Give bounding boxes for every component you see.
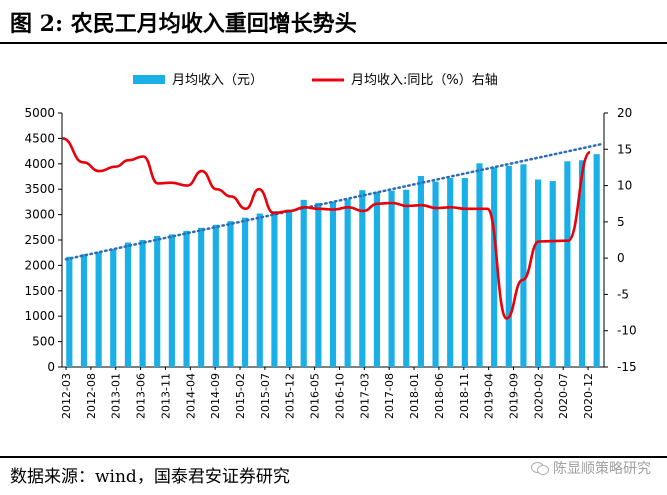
x-tick-label: 2014-04 — [184, 373, 197, 419]
bar — [212, 224, 219, 367]
x-tick-label: 2017-03 — [358, 373, 371, 419]
bar — [256, 213, 263, 367]
bar — [359, 190, 366, 367]
x-tick-label: 2013-06 — [135, 373, 148, 419]
bar — [549, 181, 556, 367]
bar — [520, 164, 527, 367]
bar — [80, 254, 88, 367]
bar — [564, 161, 571, 367]
legend-line-label: 月均收入:同比（%）右轴 — [351, 73, 498, 88]
left-tick-label: 5000 — [24, 106, 55, 120]
bar — [315, 202, 322, 367]
x-tick-label: 2018-01 — [408, 373, 421, 419]
bar — [285, 209, 293, 367]
bar — [242, 217, 249, 367]
figure-header: 图 2: 农民工月均收入重回增长势头 — [0, 0, 667, 44]
watermark-text: 陈显顺策略研究 — [553, 461, 651, 477]
x-tick-label: 2019-04 — [483, 373, 496, 419]
left-tick-label: 500 — [32, 335, 55, 349]
bar — [505, 165, 512, 367]
bar — [535, 179, 542, 367]
left-tick-label: 4500 — [24, 131, 55, 145]
bar — [183, 230, 190, 367]
bar — [168, 234, 175, 367]
trendline-layer — [64, 142, 604, 261]
right-tick-label: -15 — [617, 360, 637, 374]
x-tick-label: 2012-03 — [60, 373, 73, 419]
bar — [491, 167, 498, 367]
legend-bar-label: 月均收入（元） — [172, 73, 263, 88]
bar-series — [66, 154, 600, 367]
x-tick-label: 2020-07 — [557, 373, 570, 419]
bar — [198, 227, 205, 367]
left-tick-label: 4000 — [24, 157, 55, 171]
x-tick-label: 2019-09 — [507, 373, 520, 419]
source-note: 数据来源：wind，国泰君安证券研究 — [10, 467, 290, 487]
bottom-rule — [0, 456, 667, 458]
x-tick-label: 2020-02 — [532, 373, 545, 419]
left-tick-label: 3500 — [24, 182, 55, 196]
x-tick-label: 2016-05 — [309, 373, 322, 419]
x-tick-label: 2015-07 — [259, 373, 272, 419]
left-tick-label: 1000 — [24, 309, 55, 323]
x-tick-label: 2013-11 — [159, 373, 172, 419]
x-tick-label: 2017-08 — [383, 373, 396, 419]
x-tick-label: 2015-12 — [284, 373, 297, 419]
wechat-icon — [531, 461, 549, 475]
right-tick-label: -10 — [617, 324, 637, 338]
bar — [124, 242, 131, 367]
legend-bar-swatch — [133, 75, 165, 84]
bar — [432, 181, 439, 367]
bar — [578, 160, 586, 367]
bar — [110, 249, 117, 367]
bar — [66, 256, 73, 367]
x-tick-label: 2018-06 — [433, 373, 446, 419]
tick-labels: 0 500 1000 1500 2000 2500 3000 3500 4000 4500 5000… — [24, 106, 636, 419]
bar — [344, 199, 351, 367]
chart-legend: 月均收入（元） 月均收入:同比（%）右轴 — [133, 73, 498, 88]
right-tick-label: 20 — [617, 106, 632, 120]
bar — [139, 240, 146, 367]
left-tick-label: 0 — [47, 360, 55, 374]
bar — [95, 252, 102, 367]
bar — [388, 190, 395, 367]
x-tick-label: 2020-12 — [582, 373, 595, 419]
bar — [476, 163, 483, 367]
top-rule — [0, 42, 667, 44]
income-chart: 月均收入（元） 月均收入:同比（%）右轴 0 500 1000 1500 2000 250… — [24, 73, 636, 419]
x-tick-label: 2018-11 — [458, 373, 471, 419]
x-tick-label: 2012-08 — [85, 373, 98, 419]
right-tick-label: 10 — [617, 179, 632, 193]
bar — [154, 235, 161, 367]
watermark: 陈显顺策略研究 — [531, 458, 651, 478]
right-tick-label: 0 — [617, 251, 625, 265]
bar — [373, 191, 381, 367]
left-tick-label: 1500 — [24, 284, 55, 298]
trendline — [64, 142, 604, 261]
bar — [227, 221, 234, 367]
left-tick-label: 3000 — [24, 208, 55, 222]
bar — [329, 201, 337, 367]
bar — [300, 199, 307, 367]
figure-title: 图 2: 农民工月均收入重回增长势头 — [10, 11, 357, 37]
yoy-line — [62, 137, 591, 320]
bar — [417, 175, 424, 367]
x-tick-label: 2013-01 — [110, 373, 123, 419]
right-tick-label: -5 — [617, 287, 629, 301]
x-tick-label: 2014-09 — [209, 373, 222, 419]
bar — [271, 211, 278, 367]
x-tick-label: 2016-10 — [333, 373, 346, 419]
bar — [461, 178, 468, 367]
line-series-layer — [62, 137, 591, 320]
left-tick-label: 2500 — [24, 233, 55, 247]
bar — [447, 178, 454, 367]
x-tick-label: 2015-02 — [234, 373, 247, 419]
right-tick-label: 15 — [617, 142, 632, 156]
left-tick-label: 2000 — [24, 258, 55, 272]
bar — [403, 189, 410, 367]
right-tick-label: 5 — [617, 215, 625, 229]
bar — [593, 154, 600, 367]
